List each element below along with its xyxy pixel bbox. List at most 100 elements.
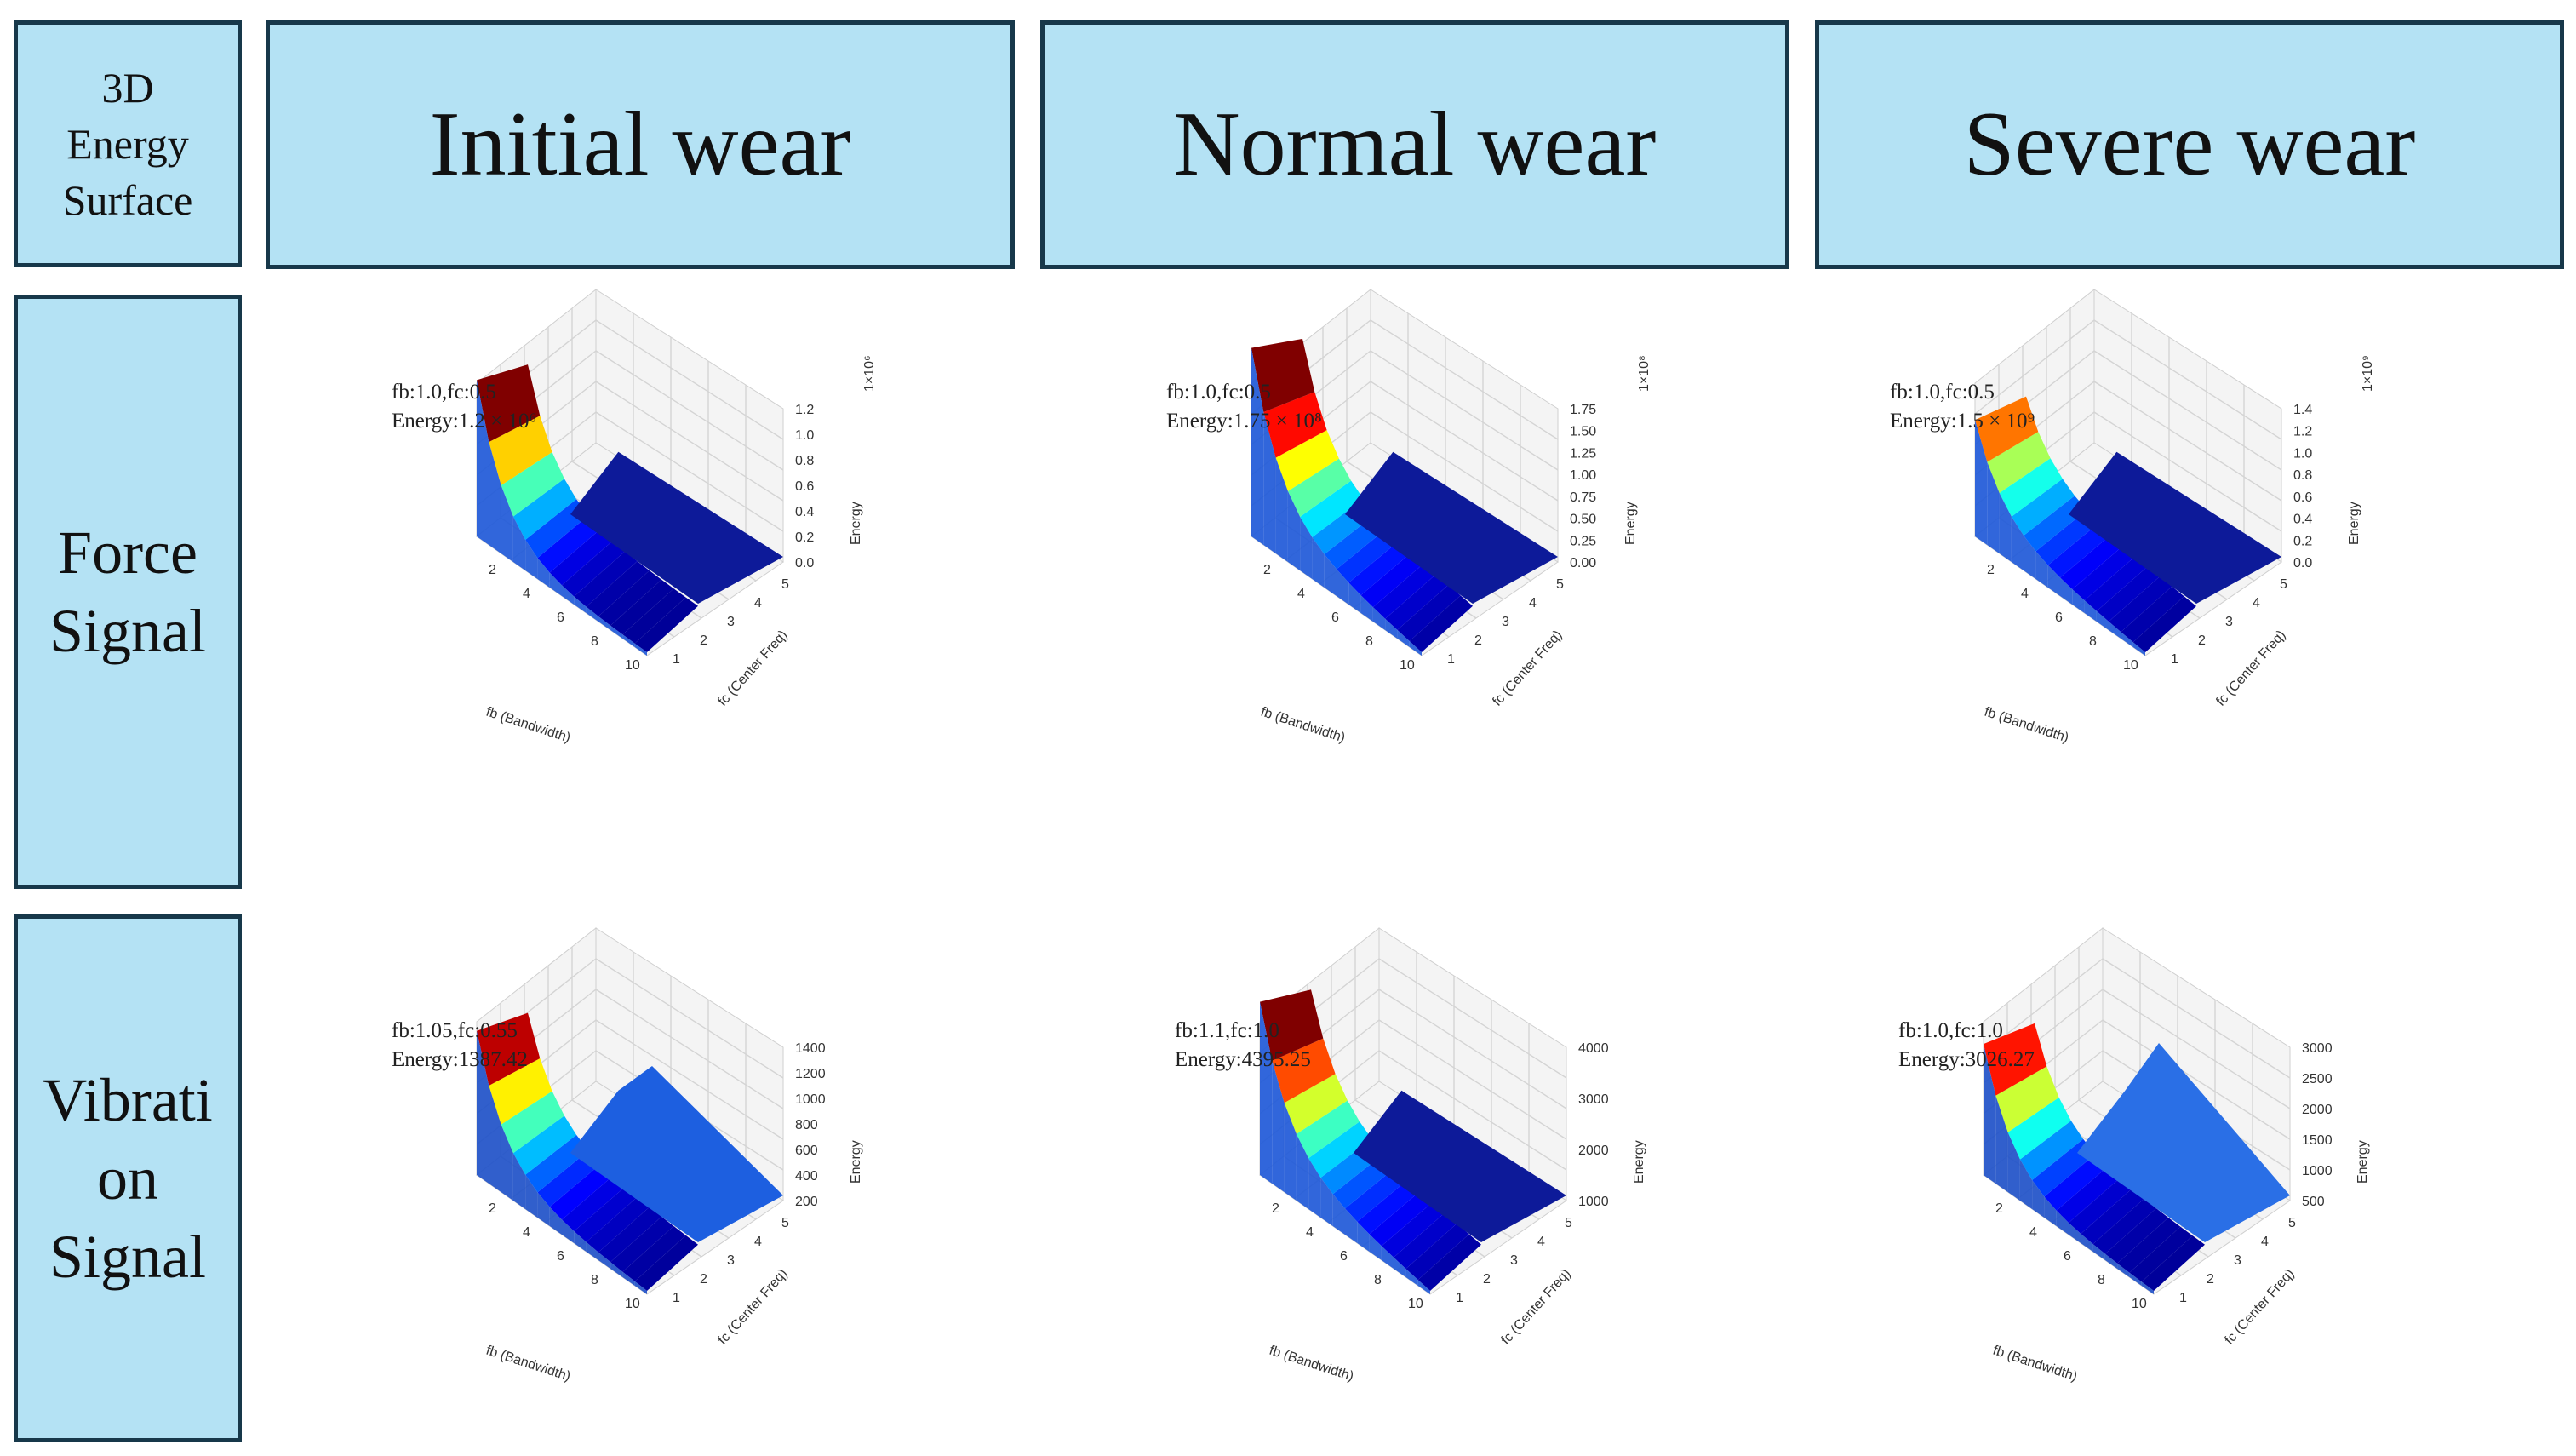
row-header-line: Signal (49, 597, 206, 665)
surface-side-facet (1332, 1194, 1345, 1235)
surface-side-facet (549, 572, 562, 596)
surface-side-facet (586, 1241, 598, 1260)
z-tick-label: 0.2 (795, 530, 814, 545)
surface-facet (1287, 458, 1352, 517)
y-tick-label: 3 (727, 615, 735, 629)
surface-side-facet (2019, 1159, 2033, 1209)
corner-label-line-3: Surface (62, 176, 193, 224)
surface-side-facet (2069, 1223, 2081, 1243)
row-header-line: on (97, 1144, 158, 1212)
z-scale-label: 1×10⁶ (862, 355, 877, 392)
surface-facet (1369, 1190, 1433, 1247)
z-tick-label: 0.8 (795, 454, 814, 468)
surface-side-facet (610, 1262, 623, 1277)
column-header-initial-wear: Initial wear (266, 20, 1015, 269)
z-tick-label: 2000 (2302, 1103, 2333, 1117)
surface-side-facet (2035, 551, 2048, 588)
back-grid-line (595, 958, 784, 1079)
annotation-energy: Energy:1.5 × 10⁹ (1890, 410, 2035, 433)
surface-side-facet (1320, 1178, 1333, 1226)
surface-side-facet (634, 643, 647, 656)
surface-facet (622, 1226, 686, 1281)
surface-side-facet (1263, 412, 1276, 553)
corner-label-line-2: Energy (66, 120, 189, 168)
surface-side-facet (525, 1174, 538, 1218)
x-tick-label: 6 (2064, 1249, 2071, 1264)
y-axis-label: fc (Center Freq) (715, 1266, 790, 1347)
chart-vibration-severe-wear: 2 4 6 8 10 1 2 3 4 5 3000 2500 2000 1500 1000 500 fb (Ba… (1864, 903, 2460, 1430)
surface-facet (1296, 1100, 1360, 1159)
row-header-force-signal: Force Signal (14, 295, 242, 889)
y-tick-label: 1 (673, 652, 680, 667)
y-tick-label: 3 (2225, 615, 2233, 629)
back-grid-line (595, 319, 784, 440)
z-tick-label: 1.50 (1570, 425, 1596, 439)
y-tick-label: 3 (2234, 1253, 2241, 1268)
z-scale-label: 1×10⁸ (1637, 355, 1652, 392)
column-header-label: Normal wear (1173, 94, 1657, 195)
surface-side-facet (574, 596, 587, 613)
surface-side-facet (1385, 618, 1398, 639)
surface-side-facet (1405, 1269, 1418, 1286)
x-tick-label: 8 (1365, 634, 1373, 649)
surface-facet (1300, 480, 1364, 537)
surface-facet (1357, 1179, 1421, 1235)
surface-facet (477, 364, 541, 443)
surface-facet (610, 1216, 674, 1272)
annotation-params: fb:1.0,fc:0.5 (1890, 381, 1995, 404)
y-tick-label: 2 (2198, 633, 2206, 648)
y-tick-label: 3 (1510, 1253, 1518, 1268)
back-grid-line (1370, 319, 1559, 440)
x-axis-label: fb (Bandwidth) (1983, 705, 2070, 746)
y-tick-label: 5 (2280, 577, 2287, 592)
surface-facet (1272, 1038, 1336, 1103)
surface-plateau (2069, 451, 2281, 604)
y-tick-label: 4 (754, 596, 762, 610)
surface-side-facet (2072, 589, 2085, 613)
back-grid-line (2093, 319, 2282, 440)
y-tick-label: 5 (781, 1216, 789, 1230)
y-tick-label: 2 (700, 633, 707, 648)
z-axis-label: Energy (1632, 1140, 1646, 1184)
x-tick-label: 8 (2089, 634, 2097, 649)
surface-side-facet (2056, 1210, 2069, 1235)
surface-side-facet (501, 1124, 513, 1201)
surface-facet (2132, 596, 2196, 653)
surface-facet (2047, 523, 2111, 578)
z-tick-label: 0.50 (1570, 513, 1596, 527)
x-axis-label: fb (Bandwidth) (1259, 705, 1347, 746)
surface-facet (489, 1058, 552, 1125)
corner-label-box: 3D Energy Surface (14, 20, 242, 267)
annotation-energy: Energy:3026.27 (1898, 1048, 2035, 1071)
surface-facet (1308, 1121, 1372, 1178)
surface-facet (1372, 563, 1437, 619)
surface-facet (2121, 586, 2184, 643)
surface-facet (586, 1196, 650, 1253)
x-tick-label: 6 (557, 1249, 564, 1264)
z-axis-label: Energy (2356, 1140, 2370, 1184)
surface-facet (622, 588, 686, 644)
row-header-vibration-signal: Vibrati on Signal (14, 914, 242, 1442)
z-tick-label: 1200 (795, 1067, 826, 1081)
energy-surface (1975, 396, 2281, 656)
z-tick-label: 0.4 (2293, 513, 2312, 527)
surface-side-facet (1984, 1044, 1996, 1184)
z-tick-label: 1000 (2302, 1164, 2333, 1178)
x-tick-label: 8 (591, 1273, 598, 1287)
x-tick-label: 10 (625, 658, 640, 673)
z-axis-label: Energy (849, 502, 863, 545)
column-header-severe-wear: Severe wear (1815, 20, 2564, 269)
chart-force-initial-wear: 2 4 6 8 10 1 2 3 4 5 1.2 1.0 0.8 0.6 0.4 0.2 0.0 fb (Band… (358, 264, 953, 792)
surface-plateau (2077, 1043, 2290, 1242)
z-tick-label: 1.2 (795, 403, 814, 417)
y-tick-label: 3 (727, 1253, 735, 1268)
back-grid-line (595, 411, 784, 532)
chart-vibration-normal-wear: 2 4 6 8 10 1 2 3 4 5 4000 3000 2000 1000 fb (Bandwidth… (1141, 903, 1737, 1430)
row-header-line: Signal (49, 1223, 206, 1291)
surface-side-facet (634, 1281, 647, 1294)
surface-facet (512, 1115, 577, 1175)
y-tick-label: 4 (2261, 1235, 2269, 1249)
x-tick-label: 6 (1340, 1249, 1348, 1264)
